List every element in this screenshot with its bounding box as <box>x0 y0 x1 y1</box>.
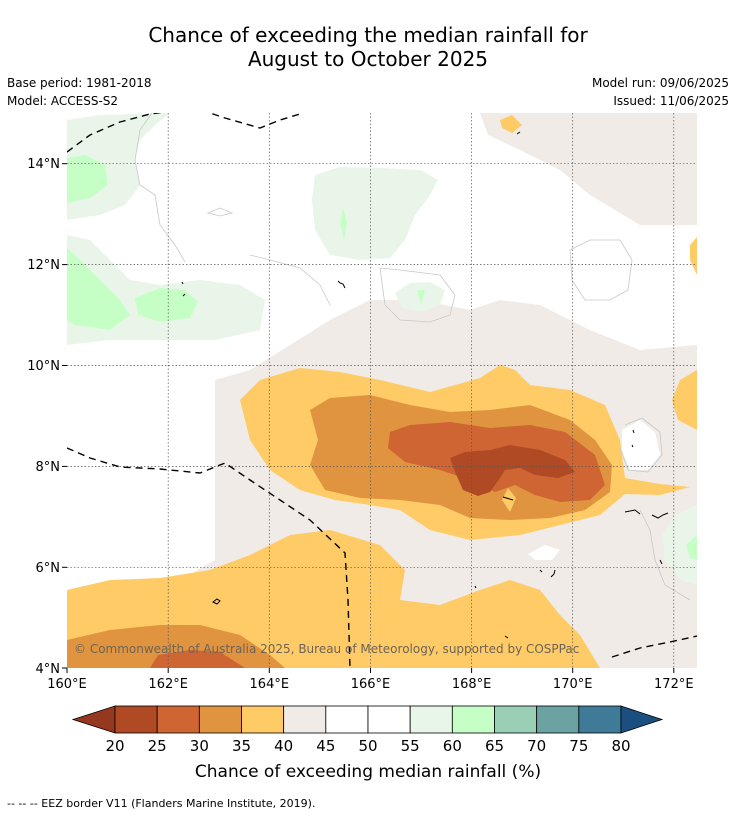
colorbar-label: 60 <box>443 737 462 755</box>
meta-left: Base period: 1981-2018 Model: ACCESS-S2 <box>7 74 152 110</box>
x-tick-label: 170°E <box>553 677 593 692</box>
contour-60-65-region <box>67 248 130 330</box>
colorbar-label: 30 <box>190 737 209 755</box>
islands <box>181 131 669 639</box>
colorbar-label: 50 <box>358 737 377 755</box>
contour-30-35-region <box>67 625 285 668</box>
colorbar-cell <box>367 705 411 734</box>
contour-20-25-region <box>450 445 575 496</box>
colorbar-cell <box>451 705 495 734</box>
copyright-notice: © Commonwealth of Australia 2025, Bureau… <box>74 642 579 656</box>
y-tick-labels: 14°N 12°N 10°N 8°N 6°N 4°N <box>27 157 60 677</box>
contour-60-65-region <box>67 155 108 203</box>
contour-lines <box>134 113 691 601</box>
colorbar-title: Chance of exceeding median rainfall (%) <box>194 762 542 782</box>
colorbar-cell <box>156 705 200 734</box>
contour-40-45-region <box>480 113 697 225</box>
map-title-line-1: Chance of exceeding the median rainfall … <box>148 23 588 47</box>
x-tick-label: 164°E <box>250 677 290 692</box>
eez-borders <box>67 113 697 668</box>
contour-35-40-region <box>672 370 697 430</box>
y-tick-label: 8°N <box>36 460 61 475</box>
x-tick-label: 162°E <box>148 677 188 692</box>
colorbar-label: 45 <box>316 737 335 755</box>
colorbar-label: 65 <box>485 737 504 755</box>
colorbar-over-arrow <box>620 705 664 734</box>
model-name: Model: ACCESS-S2 <box>7 94 119 108</box>
contour-45-50-region <box>622 420 660 470</box>
colorbar-cell <box>578 705 622 734</box>
colorbar-cell <box>241 705 285 734</box>
issued-date: Issued: 11/06/2025 <box>613 94 729 108</box>
y-tick-label: 12°N <box>27 258 60 273</box>
colorbar-label: 75 <box>569 737 588 755</box>
colorbar-label: 80 <box>611 737 630 755</box>
contour-35-40-region <box>500 115 522 133</box>
colorbar-under-arrow <box>71 705 116 734</box>
contour-45-50-region <box>528 545 560 560</box>
contour-55-60-region <box>662 505 697 585</box>
eez-legend-note: -- -- -- EEZ border V11 (Flanders Marine… <box>7 797 316 810</box>
colorbar-label: 35 <box>232 737 251 755</box>
x-tick-label: 166°E <box>351 677 391 692</box>
axis-ticks <box>62 163 675 673</box>
meta-right: Model run: 09/06/2025 Issued: 11/06/2025 <box>592 74 729 110</box>
x-tick-labels: 160°E 162°E 164°E 166°E 168°E 170°E 172°… <box>47 677 693 692</box>
map-plot-area: © Commonwealth of Australia 2025, Bureau… <box>67 113 697 668</box>
colorbar-label: 20 <box>105 737 124 755</box>
x-tick-label: 168°E <box>452 677 492 692</box>
colorbar-cell <box>536 705 580 734</box>
colorbar-cells <box>114 705 622 734</box>
contour-60-65-region <box>686 535 697 560</box>
colorbar-cell <box>283 705 327 734</box>
x-tick-label: 172°E <box>654 677 694 692</box>
y-tick-label: 6°N <box>36 561 61 576</box>
y-tick-label: 14°N <box>27 157 60 172</box>
contour-60-65-region <box>340 208 347 240</box>
x-tick-label: 160°E <box>47 677 87 692</box>
y-tick-label: 4°N <box>36 662 61 677</box>
y-tick-label: 10°N <box>27 359 60 374</box>
colorbar-label: 55 <box>401 737 420 755</box>
colorbar-label: 40 <box>274 737 293 755</box>
colorbar: 20 25 30 35 40 45 50 55 60 65 70 75 80 <box>71 705 664 755</box>
colorbar-cell <box>409 705 453 734</box>
contour-60-65-region <box>417 290 425 305</box>
colorbar-cell <box>494 705 538 734</box>
model-run: Model run: 09/06/2025 <box>591 76 729 90</box>
colorbar-label: 25 <box>148 737 167 755</box>
map-title-line-2: August to October 2025 <box>247 47 489 71</box>
colorbar-labels: 20 25 30 35 40 45 50 55 60 65 70 75 80 <box>105 737 630 755</box>
colorbar-cell <box>198 705 242 734</box>
contour-25-30-region <box>150 650 245 668</box>
contour-60-65-region <box>135 288 198 322</box>
base-period: Base period: 1981-2018 <box>7 76 152 90</box>
map-gridlines <box>67 113 697 668</box>
contour-35-40-region <box>502 488 516 512</box>
colorbar-label: 70 <box>527 737 546 755</box>
contour-35-40-region <box>690 237 697 275</box>
colorbar-cell <box>114 705 158 734</box>
colorbar-cell <box>325 705 369 734</box>
